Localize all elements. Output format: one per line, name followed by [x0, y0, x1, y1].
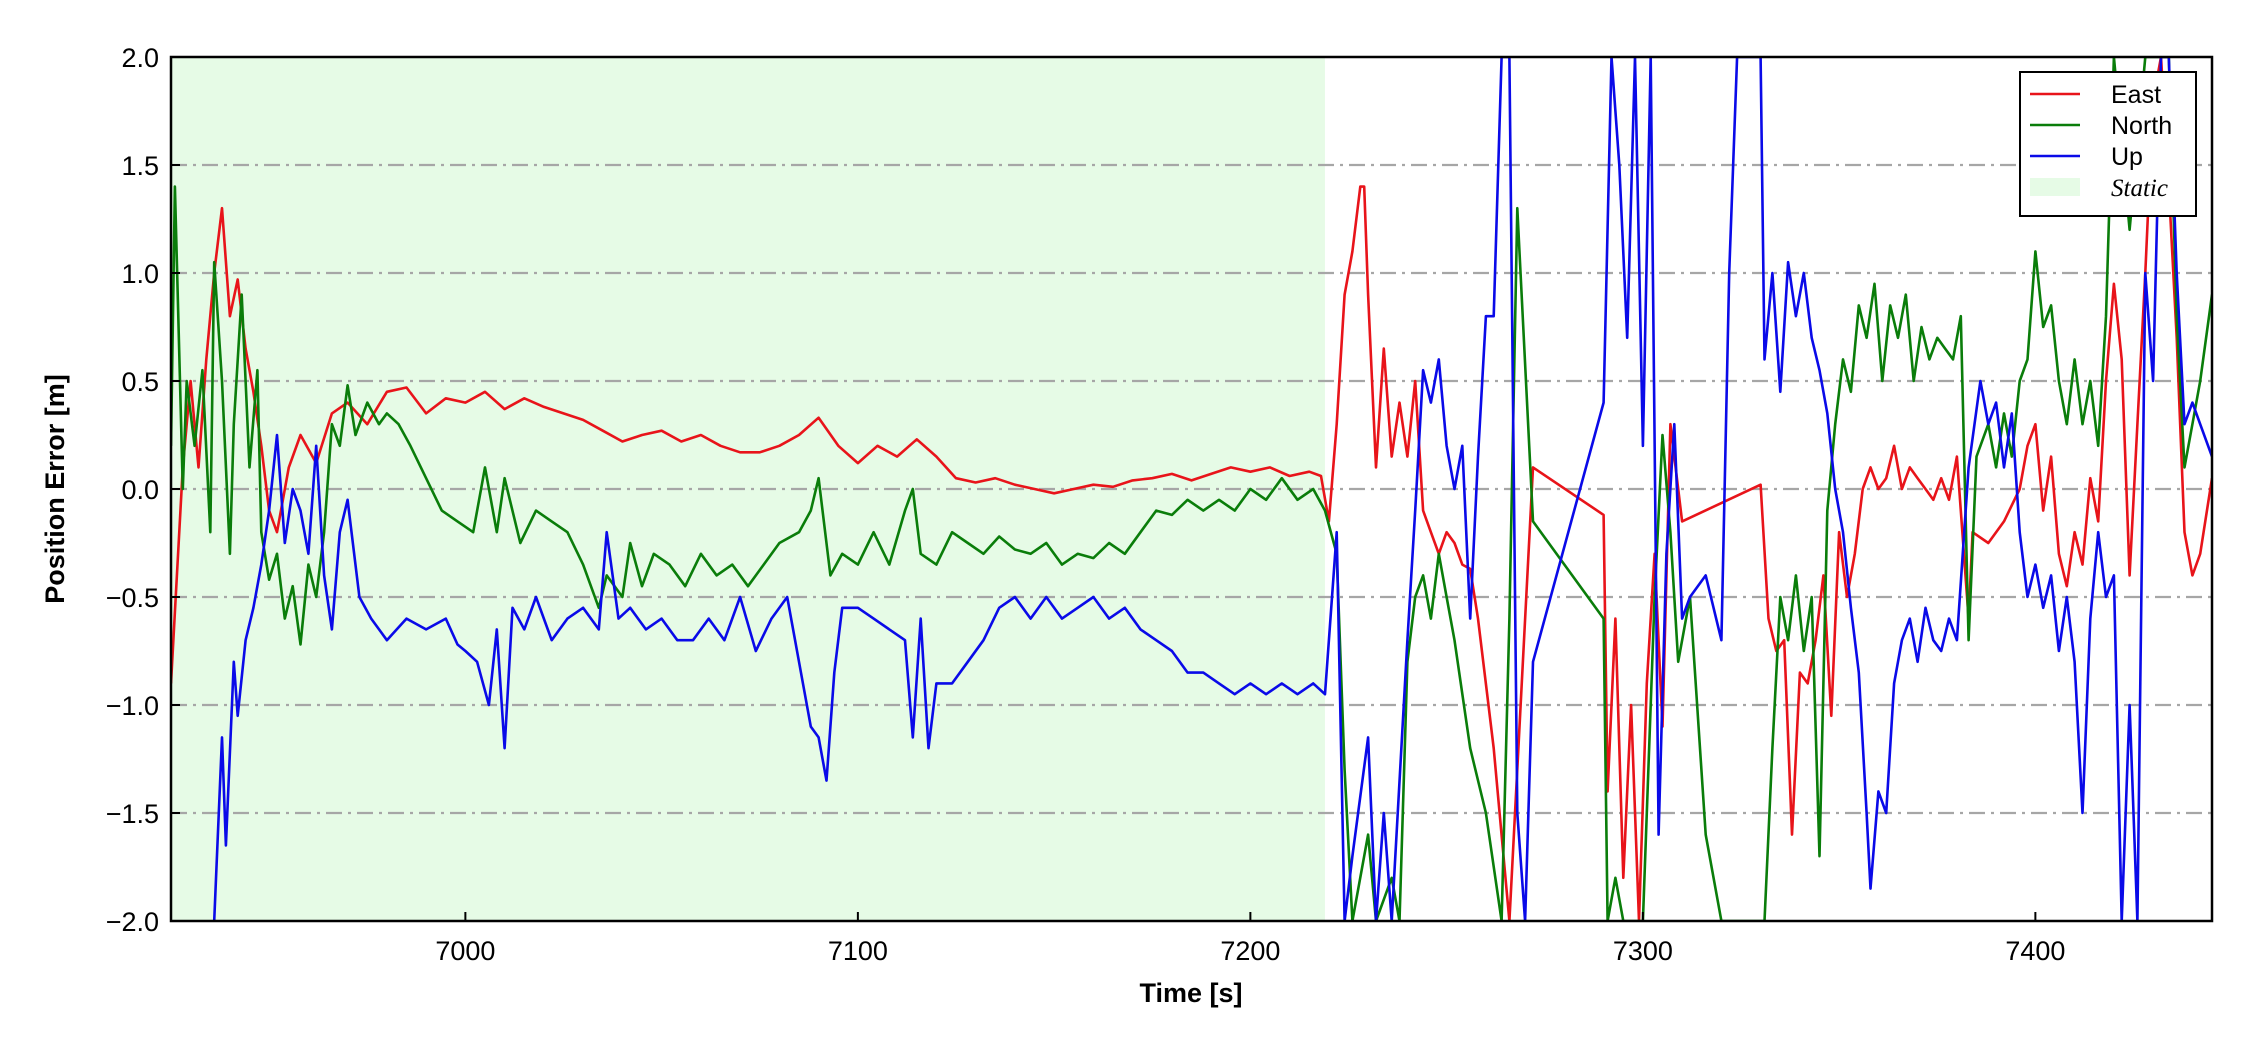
y-axis-ticks: −2.0 −1.5 −1.0 −0.5 0.0 0.5 1.0 1.5 2.0: [106, 43, 180, 937]
x-tick-label: 7400: [2005, 936, 2065, 966]
y-tick-label: 0.5: [121, 367, 159, 397]
x-tick-label: 7200: [1220, 936, 1280, 966]
x-axis-ticks: 7000 7100 7200 7300 7400: [435, 912, 2065, 966]
legend-label-static: Static: [2111, 175, 2168, 202]
legend: East North Up Static: [2019, 71, 2197, 217]
x-tick-label: 7000: [435, 936, 495, 966]
series-line-north: [171, 57, 2212, 921]
y-tick-label: −0.5: [106, 583, 159, 613]
x-tick-label: 7100: [828, 936, 888, 966]
y-tick-label: 2.0: [121, 43, 159, 73]
x-tick-label: 7300: [1613, 936, 1673, 966]
y-tick-label: 1.5: [121, 151, 159, 181]
y-tick-label: −1.0: [106, 691, 159, 721]
legend-label-up: Up: [2111, 143, 2143, 171]
legend-swatch-static: [2030, 178, 2080, 196]
y-tick-label: 1.0: [121, 259, 159, 289]
legend-label-east: East: [2111, 81, 2161, 109]
legend-box: [2019, 71, 2197, 217]
y-tick-label: −1.5: [106, 799, 159, 829]
series-line-up: [212, 57, 2212, 921]
series-line-east: [171, 57, 2212, 921]
y-tick-label: −2.0: [106, 907, 159, 937]
y-tick-label: 0.0: [121, 475, 159, 505]
y-axis-title: Position Error [m]: [40, 374, 70, 604]
x-axis-title: Time [s]: [1139, 978, 1242, 1008]
series-lines: [171, 57, 2212, 921]
static-shaded-region: [171, 57, 1325, 921]
legend-label-north: North: [2111, 112, 2172, 140]
